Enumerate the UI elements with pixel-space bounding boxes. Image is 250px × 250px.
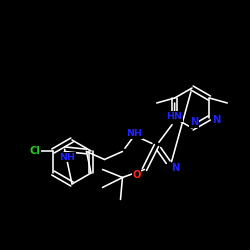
Text: N: N [190,117,198,127]
Text: HN: HN [166,112,182,121]
Text: NH: NH [126,129,142,138]
Text: NH: NH [60,153,76,162]
Text: O: O [132,170,141,180]
Text: N: N [212,115,220,125]
Text: Cl: Cl [30,146,40,156]
Text: N: N [171,164,180,173]
